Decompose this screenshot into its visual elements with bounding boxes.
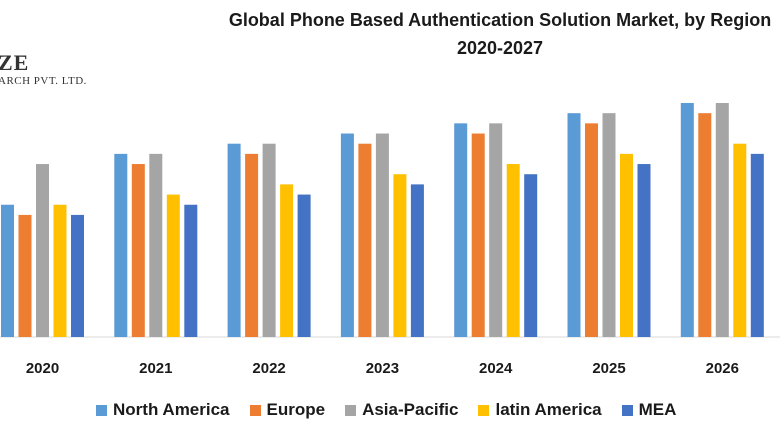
company-logo: ZE ARCH PVT. LTD. <box>0 52 87 88</box>
bar-europe-2021 <box>131 164 145 337</box>
bar-latin-america-2025 <box>620 153 633 337</box>
bar-mea-2022 <box>297 194 311 337</box>
bar-mea-2020 <box>71 214 84 337</box>
bar-mea-2026 <box>750 153 764 337</box>
legend-label-asia-pacific: Asia-Pacific <box>362 400 459 419</box>
bar-asia-pacific-2020 <box>36 164 49 337</box>
bar-europe-2026 <box>698 113 712 337</box>
x-tick-label-2022: 2022 <box>252 360 285 377</box>
bar-mea-2025 <box>637 164 651 337</box>
legend-label-latin-america: latin America <box>495 400 602 419</box>
bar-mea-2024 <box>524 174 538 337</box>
legend-item-north-america: North America <box>96 400 230 420</box>
bar-asia-pacific-2026 <box>715 103 729 337</box>
legend-item-europe: Europe <box>249 400 326 420</box>
bar-latin-america-2021 <box>166 194 180 337</box>
bar-europe-2022 <box>245 153 259 337</box>
legend-swatch-europe <box>249 404 261 416</box>
legend-swatch-north-america <box>96 404 107 416</box>
x-tick-label-2021: 2021 <box>139 360 172 377</box>
bar-asia-pacific-2021 <box>149 153 163 337</box>
chart-title-line2: 2020-2027 <box>456 38 544 58</box>
bar-north-america-2022 <box>227 143 241 337</box>
bar-latin-america-2023 <box>393 174 407 337</box>
legend-label-mea: MEA <box>638 400 677 419</box>
bar-north-america-2025 <box>567 113 581 337</box>
bar-latin-america-2022 <box>280 184 294 337</box>
x-tick-label-2020: 2020 <box>26 360 59 377</box>
bar-europe-2023 <box>358 143 372 337</box>
chart-title: Global Phone Based Authentication Soluti… <box>130 6 780 62</box>
logo-text-line2: ARCH PVT. LTD. <box>0 75 87 87</box>
legend-swatch-latin-america <box>478 404 490 416</box>
x-tick-label-2024: 2024 <box>479 360 513 377</box>
bar-asia-pacific-2024 <box>489 123 503 337</box>
x-tick-label-2026: 2026 <box>706 360 739 377</box>
bar-asia-pacific-2022 <box>262 143 276 337</box>
bar-mea-2021 <box>184 204 198 337</box>
x-tick-label-2023: 2023 <box>366 360 399 377</box>
legend-swatch-asia-pacific <box>345 404 357 416</box>
chart-legend: North America Europe Asia-Pacific latin Ame… <box>96 398 696 422</box>
legend-item-latin-america: latin America <box>478 400 602 420</box>
bar-north-america-2024 <box>454 123 468 337</box>
bar-north-america-2023 <box>340 133 354 337</box>
bar-europe-2024 <box>471 133 485 337</box>
legend-label-europe: Europe <box>266 400 326 419</box>
legend-swatch-mea <box>621 404 633 416</box>
bar-latin-america-2026 <box>733 143 747 337</box>
bar-mea-2023 <box>410 184 424 337</box>
bar-latin-america-2024 <box>506 164 520 337</box>
legend-item-asia-pacific: Asia-Pacific <box>345 400 458 420</box>
legend-item-mea: MEA <box>621 400 677 420</box>
bar-europe-2020 <box>18 214 32 337</box>
bar-europe-2025 <box>585 123 598 337</box>
logo-text-line1: ZE <box>0 50 30 75</box>
bar-asia-pacific-2023 <box>375 133 389 337</box>
legend-label-north-america: North America <box>113 400 230 419</box>
bar-north-america-2026 <box>680 103 694 337</box>
bar-north-america-2021 <box>114 153 128 337</box>
bar-latin-america-2020 <box>53 204 67 337</box>
chart-title-line1: Global Phone Based Authentication Soluti… <box>228 10 772 30</box>
bar-asia-pacific-2025 <box>602 113 616 337</box>
x-tick-label-2025: 2025 <box>592 360 625 377</box>
bar-north-america-2020 <box>1 204 14 337</box>
